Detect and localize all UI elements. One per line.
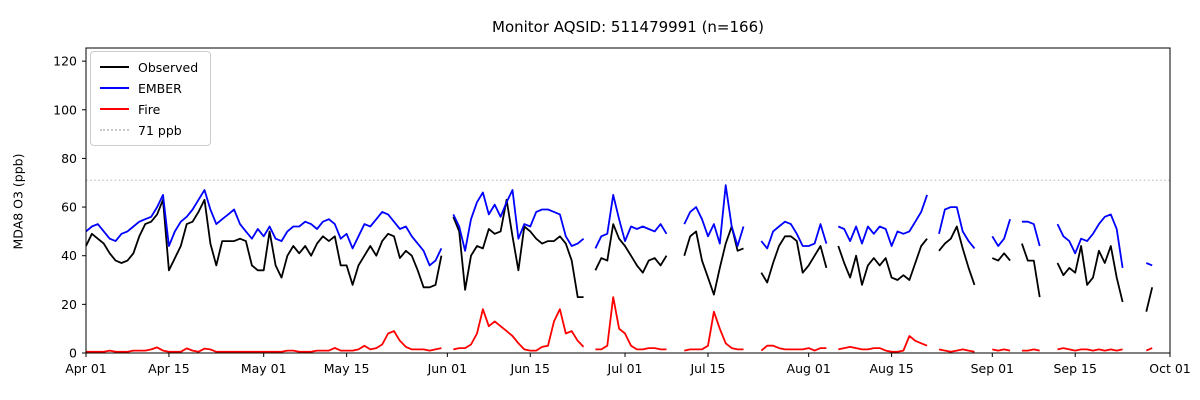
y-tick-label: 60 (61, 200, 77, 215)
legend-line-sample (100, 108, 129, 110)
axes-box (85, 47, 1171, 354)
legend-label: 71 ppb (138, 122, 182, 138)
series-line-fire (86, 296, 1153, 353)
legend-line-sample (100, 129, 129, 131)
x-tick-label: Apr 01 (65, 361, 107, 376)
y-tick-label: 0 (69, 346, 77, 361)
x-tick-label: Jun 01 (427, 361, 467, 376)
x-tick-label: Jul 01 (607, 361, 643, 376)
legend-label: Fire (138, 101, 161, 117)
legend-line-sample (100, 66, 129, 68)
legend-item-fire: Fire (100, 101, 198, 117)
x-tick-label: Aug 15 (869, 361, 913, 376)
y-axis-label: MDA8 O3 (ppb) (10, 153, 26, 250)
x-tick-label: May 15 (324, 361, 370, 376)
x-tick-label: May 01 (241, 361, 287, 376)
x-tick-label: Jul 15 (689, 361, 725, 376)
x-tick-label: Sep 15 (1053, 361, 1096, 376)
legend-label: EMBER (138, 80, 182, 96)
x-tick-label: Aug 01 (787, 361, 831, 376)
x-tick-label: Sep 01 (971, 361, 1014, 376)
y-tick-label: 40 (61, 248, 77, 263)
y-tick-label: 120 (53, 54, 77, 69)
legend-item-ember: EMBER (100, 80, 198, 96)
legend-line-sample (100, 87, 129, 89)
legend-item-71-ppb: 71 ppb (100, 122, 198, 138)
legend-item-observed: Observed (100, 59, 198, 75)
series-line-observed (85, 198, 1154, 312)
x-tick-label: Oct 01 (1149, 361, 1191, 376)
series-line-ember (85, 184, 1153, 269)
legend-label: Observed (138, 59, 199, 75)
chart-title: Monitor AQSID: 511479991 (n=166) (492, 18, 764, 36)
y-tick-label: 100 (53, 102, 77, 117)
x-tick-label: Jun 15 (510, 361, 550, 376)
y-tick-label: 20 (61, 297, 77, 312)
legend: Observed EMBER Fire 71 ppb (90, 51, 212, 146)
y-tick-label: 80 (61, 151, 77, 166)
x-tick-label: Apr 15 (148, 361, 190, 376)
